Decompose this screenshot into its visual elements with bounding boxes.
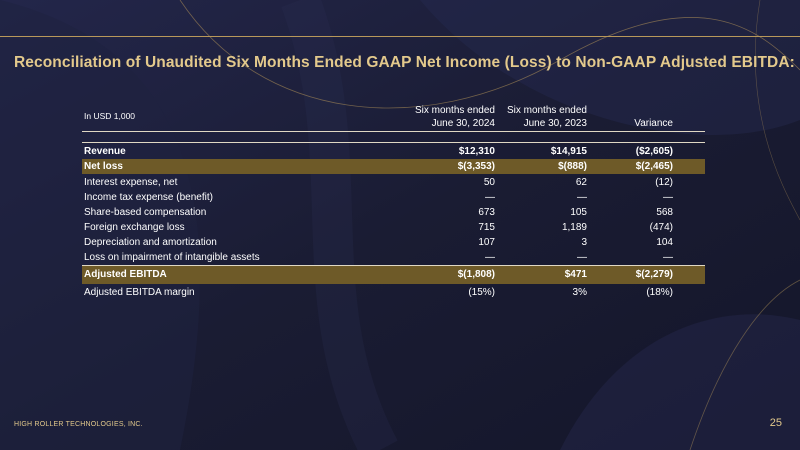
value-2024: $(1,808) — [457, 269, 495, 280]
value-2024: (15%) — [468, 287, 495, 298]
value-2023: 105 — [570, 207, 587, 218]
column-header-2023-line1: Six months ended — [506, 105, 587, 116]
slide-title: Reconciliation of Unaudited Six Months E… — [14, 54, 795, 71]
header-rule-top — [82, 131, 705, 132]
table-row-interest-expense: Interest expense, net 50 62 (12) — [82, 175, 705, 190]
value-2024: $(3,353) — [457, 161, 495, 172]
table-row-income-tax: Income tax expense (benefit) — — — — [82, 190, 705, 205]
row-label: Loss on impairment of intangible assets — [84, 252, 260, 263]
value-variance: $(2,279) — [635, 269, 673, 280]
row-label: Interest expense, net — [84, 177, 178, 188]
value-2023: 1,189 — [561, 222, 587, 233]
page-number: 25 — [769, 417, 782, 429]
value-2023: 3 — [581, 237, 587, 248]
table-row-adjusted-ebitda: Adjusted EBITDA $(1,808) $471 $(2,279) — [82, 266, 705, 284]
table-row-revenue: Revenue $12,310 $14,915 ($2,605) — [82, 144, 705, 159]
value-2023: 3% — [572, 287, 587, 298]
value-2023: 62 — [575, 177, 587, 188]
column-header-2023-line2: June 30, 2023 — [523, 118, 587, 129]
table-row-depreciation: Depreciation and amortization 107 3 104 — [82, 235, 705, 250]
value-variance: 104 — [656, 237, 673, 248]
value-2024: 107 — [478, 237, 495, 248]
row-label: Foreign exchange loss — [84, 222, 185, 233]
column-header-variance-line2: Variance — [634, 118, 673, 129]
unit-label: In USD 1,000 — [84, 111, 136, 121]
row-label: Adjusted EBITDA — [84, 269, 167, 280]
row-label: Depreciation and amortization — [84, 237, 217, 248]
row-label: Revenue — [84, 146, 126, 157]
value-2023: $471 — [564, 269, 587, 280]
value-variance: $(2,465) — [635, 161, 673, 172]
table-row-ebitda-margin: Adjusted EBITDA margin (15%) 3% (18%) — [82, 285, 705, 300]
value-2023: — — [577, 252, 587, 263]
value-variance: — — [663, 192, 673, 203]
subtotal-rule — [82, 265, 705, 266]
value-variance: (18%) — [646, 287, 673, 298]
value-2023: $(888) — [558, 161, 587, 172]
header-rule-bottom — [82, 142, 705, 143]
row-label: Income tax expense (benefit) — [84, 192, 213, 203]
value-variance: ($2,605) — [635, 146, 673, 157]
row-label: Share-based compensation — [84, 207, 207, 218]
top-divider — [0, 36, 800, 37]
value-variance: 568 — [656, 207, 673, 218]
column-header-variance-line1 — [583, 104, 673, 117]
value-2024: — — [485, 252, 495, 263]
column-header-2024: Six months ended June 30, 2024 — [405, 104, 495, 130]
value-variance: (474) — [649, 222, 673, 233]
value-2024: 50 — [483, 177, 495, 188]
table-row-impairment: Loss on impairment of intangible assets … — [82, 250, 705, 265]
column-header-2023: Six months ended June 30, 2023 — [497, 104, 587, 130]
footer-company-name: HIGH ROLLER TECHNOLOGIES, INC. — [14, 421, 143, 428]
value-2023: — — [577, 192, 587, 203]
column-header-2024-line1: Six months ended — [414, 105, 495, 116]
row-label: Net loss — [84, 161, 123, 172]
table-row-fx-loss: Foreign exchange loss 715 1,189 (474) — [82, 220, 705, 235]
value-2024: — — [485, 192, 495, 203]
value-variance: (12) — [655, 177, 673, 188]
column-header-2024-line2: June 30, 2024 — [431, 118, 495, 129]
value-2024: 715 — [478, 222, 495, 233]
value-variance: — — [663, 252, 673, 263]
column-header-variance: Variance — [583, 104, 673, 130]
table-row-net-loss: Net loss $(3,353) $(888) $(2,465) — [82, 159, 705, 174]
value-2024: $12,310 — [458, 146, 495, 157]
value-2024: 673 — [478, 207, 495, 218]
row-label: Adjusted EBITDA margin — [84, 287, 195, 298]
value-2023: $14,915 — [550, 146, 587, 157]
table-row-share-based-comp: Share-based compensation 673 105 568 — [82, 205, 705, 220]
